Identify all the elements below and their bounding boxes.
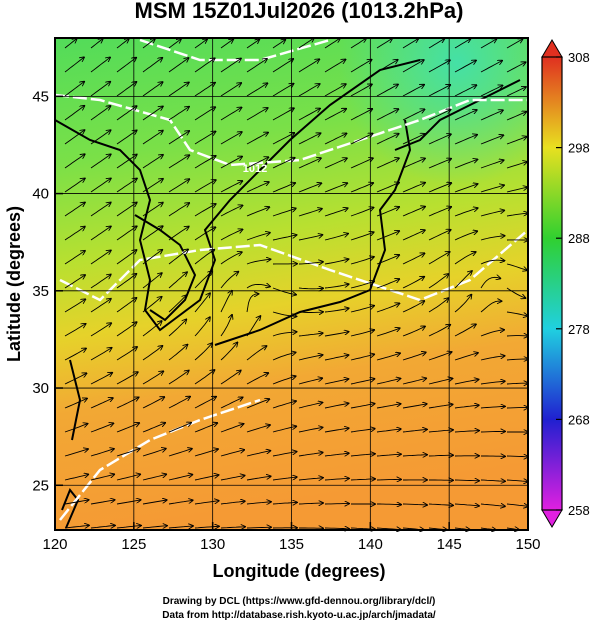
footer-line: Drawing by DCL (https://www.gfd-dennou.o… bbox=[163, 596, 436, 607]
footer-line: Data from http://database.rish.kyoto-u.a… bbox=[162, 610, 436, 621]
colorbar-tick-label: 258 bbox=[568, 503, 590, 518]
colorbar: 258 268 278 288 298 308 bbox=[542, 40, 590, 527]
y-tick-label: 30 bbox=[32, 380, 49, 397]
colorbar-tick-label: 308 bbox=[568, 50, 590, 65]
y-axis-label: Latitude (degrees) bbox=[4, 206, 24, 362]
x-tick-label: 150 bbox=[515, 536, 540, 553]
y-tick-label: 35 bbox=[32, 283, 49, 300]
colorbar-over bbox=[542, 40, 562, 57]
y-tick-label: 40 bbox=[32, 186, 49, 203]
map-area: 1012 bbox=[55, 38, 528, 530]
x-tick-label: 120 bbox=[42, 536, 67, 553]
colorbar-scale bbox=[542, 57, 562, 510]
streamline bbox=[507, 408, 528, 409]
colorbar-tick-label: 298 bbox=[568, 141, 590, 156]
colorbar-under bbox=[542, 510, 562, 527]
contour-label: 1012 bbox=[243, 163, 267, 175]
title: MSM 15Z01Jul2026 (1013.2hPa) bbox=[135, 0, 464, 23]
x-tick-label: 135 bbox=[279, 536, 304, 553]
colorbar-tick-label: 278 bbox=[568, 322, 590, 337]
colorbar-tick-label: 288 bbox=[568, 231, 590, 246]
x-tick-label: 140 bbox=[358, 536, 383, 553]
colorbar-tick-label: 268 bbox=[568, 412, 590, 427]
x-tick-label: 125 bbox=[121, 536, 146, 553]
y-tick-label: 25 bbox=[32, 477, 49, 494]
x-tick-label: 145 bbox=[437, 536, 462, 553]
x-tick-label: 130 bbox=[200, 536, 225, 553]
y-tick-label: 45 bbox=[32, 88, 49, 105]
x-axis-label: Longitude (degrees) bbox=[212, 561, 385, 581]
